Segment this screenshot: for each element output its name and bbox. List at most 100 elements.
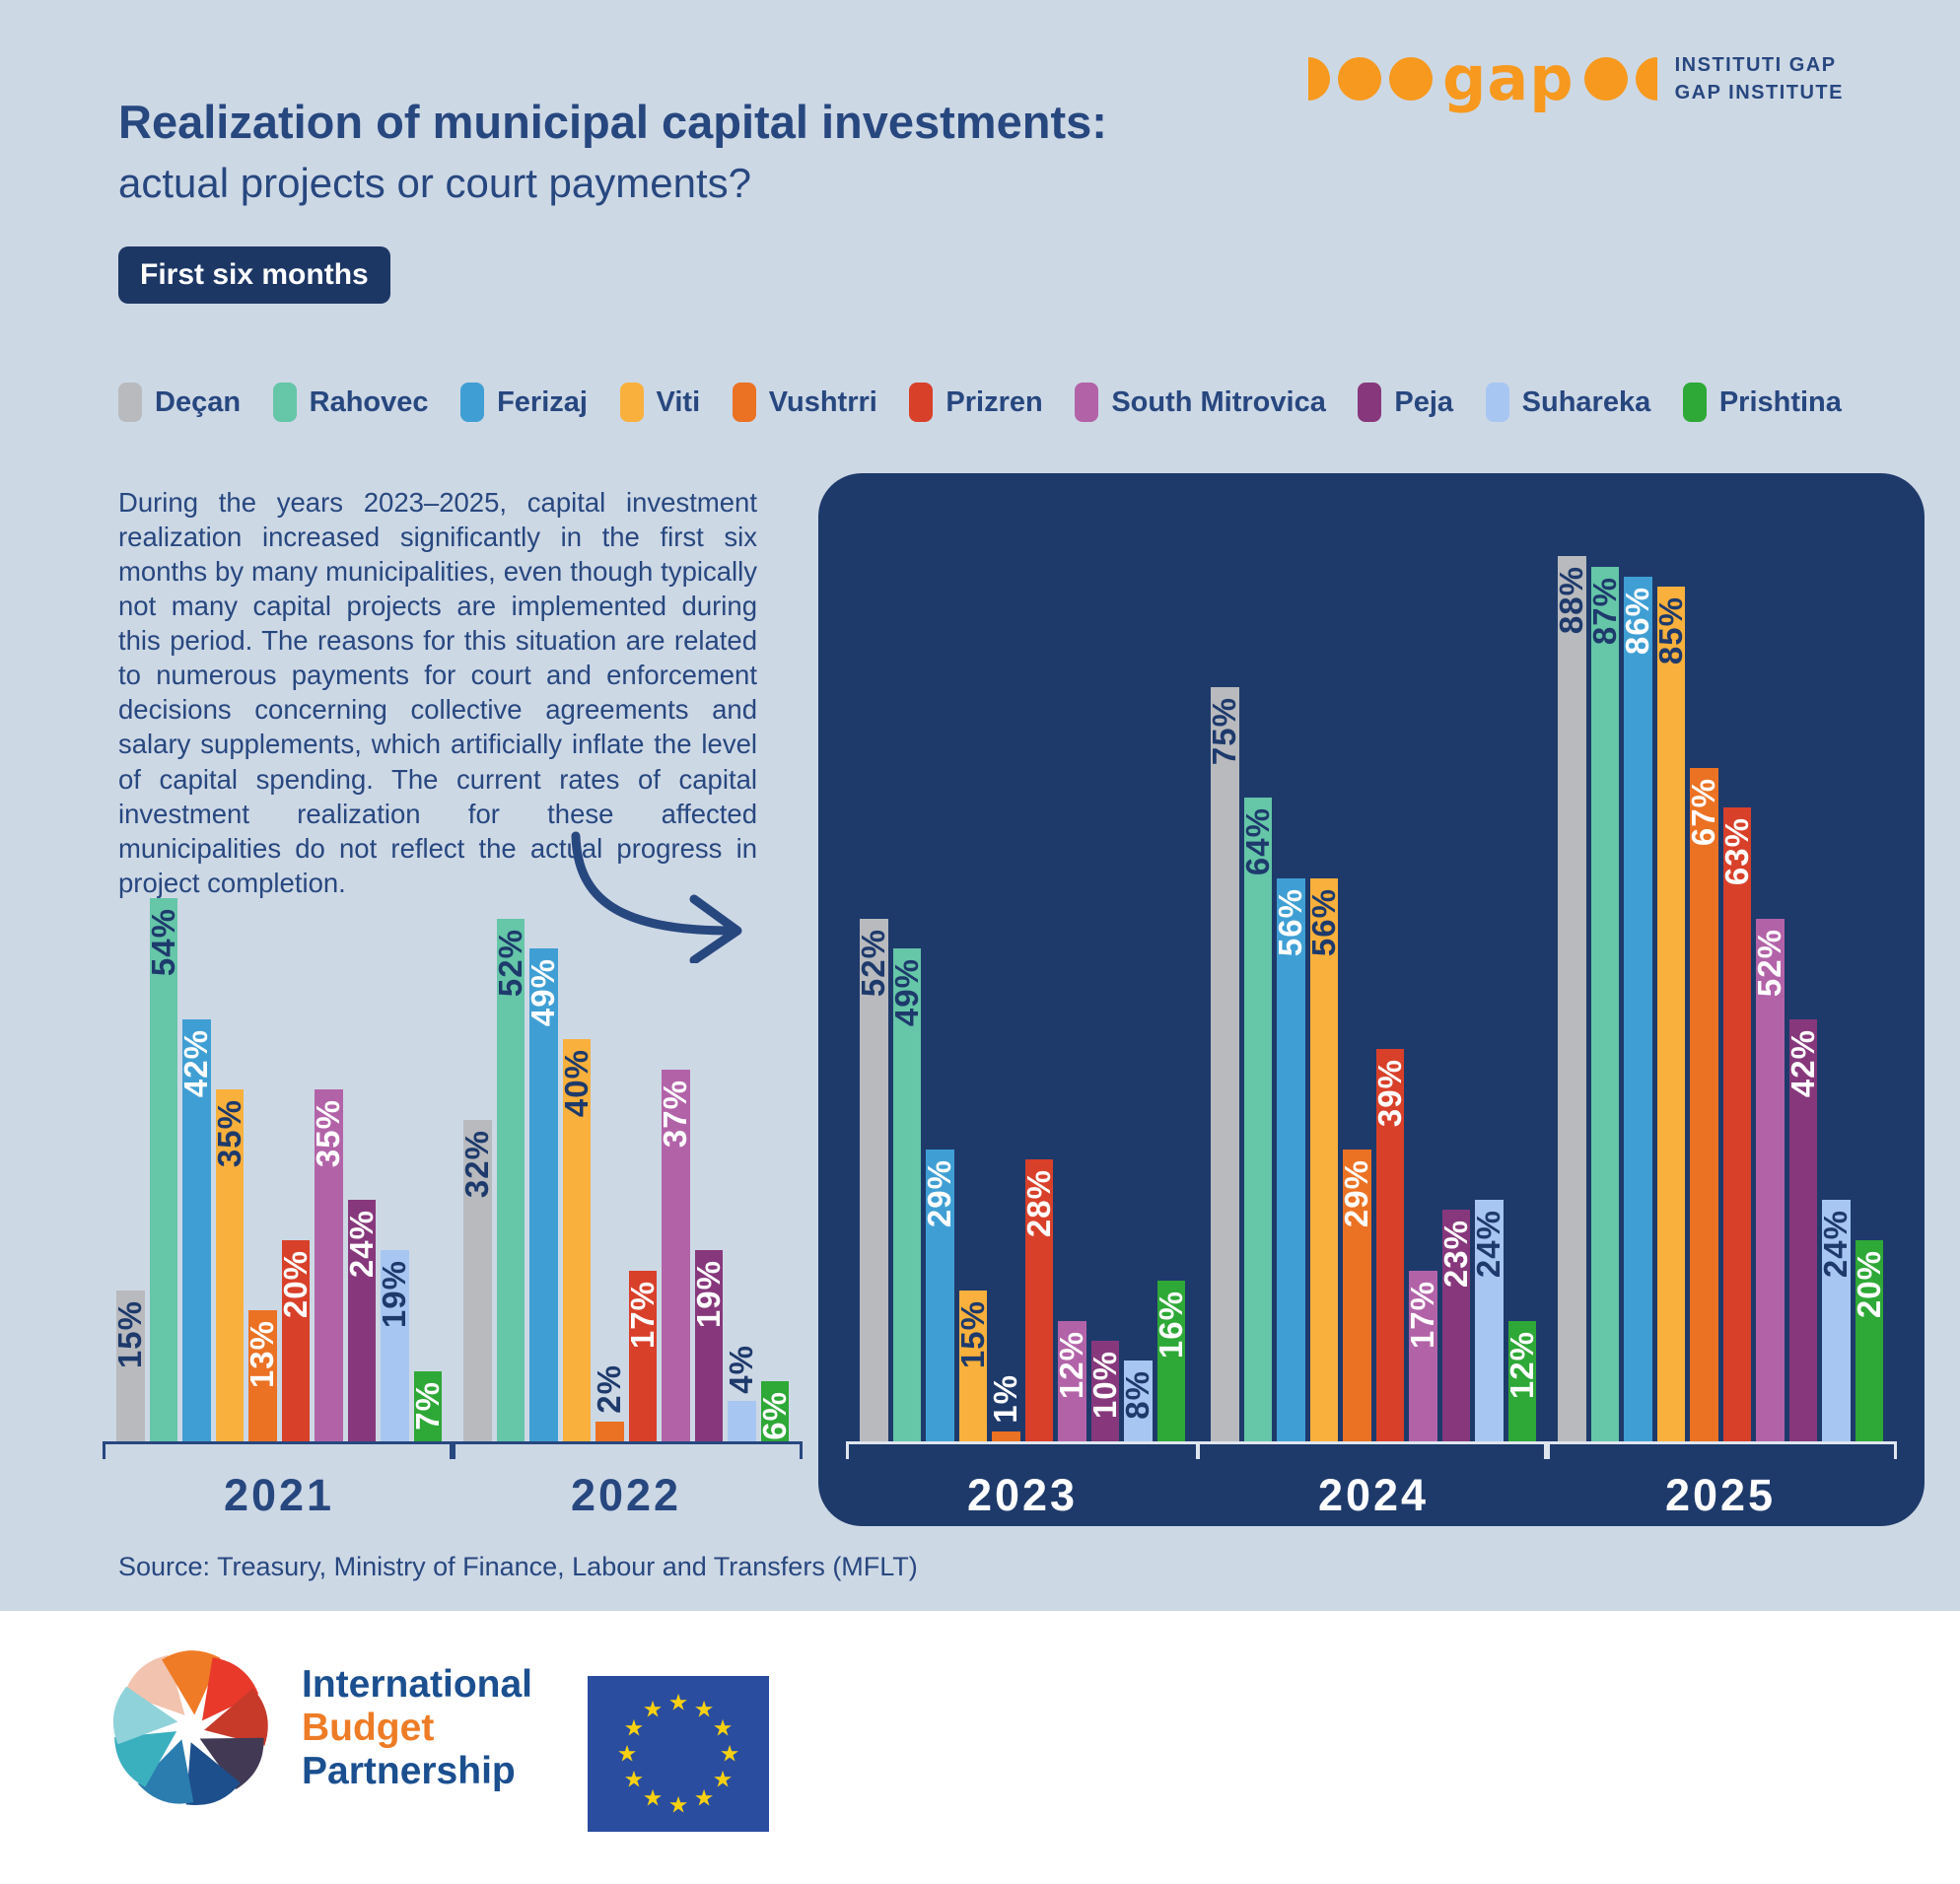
pinwheel-blade [185,1742,241,1806]
bar-value-label: 7% [408,1380,446,1430]
bar-value-label: 15% [111,1300,149,1369]
bar-value-label: 32% [458,1129,496,1198]
bar-label-wrap: 29% [921,1159,957,1227]
bar-Deçan-2021: 15% [111,1291,148,1441]
bar-value-label: 24% [1470,1210,1507,1279]
page-title: Realization of municipal capital investm… [118,96,1107,148]
year-label-2023: 2023 [966,1470,1079,1520]
bar-Prishtina-2022: 6% [756,1380,793,1441]
legend-label: South Mitrovica [1111,385,1326,418]
x-axis-2021 [103,1441,455,1462]
bar-South Mitrovica-2024: 17% [1404,1270,1440,1441]
legend-swatch [1485,383,1509,422]
bar-value-label: 42% [177,1028,215,1097]
bar-label-wrap: 2% [591,1364,627,1414]
bar-Ferizaj-2022: 49% [525,948,561,1441]
legend-swatch [619,383,644,422]
bar-Prishtina-2023: 16% [1153,1280,1189,1441]
bar-Deçan-2024: 75% [1206,687,1242,1441]
x-axis-2024 [1197,1441,1550,1462]
legend-label: Suhareka [1521,385,1651,418]
legend-label: Prizren [945,385,1043,418]
legend: Deçan Rahovec Ferizaj Viti Vushtrri Prizren So… [118,383,1842,422]
legend-label: Rahovec [309,385,429,418]
bar-Rahovec-2021: 54% [145,898,181,1441]
eu-flag-icon: ★ ★ ★ ★ ★ ★ ★ ★ ★ ★ ★ ★ [588,1676,769,1832]
eu-star-icon: ★ [667,1689,689,1715]
bar-Prizren-2023: 28% [1020,1159,1057,1441]
year-label-2022: 2022 [570,1470,682,1520]
bar-value-label: 85% [1651,596,1689,665]
eu-star-icon: ★ [712,1714,734,1741]
eu-star-icon: ★ [667,1791,689,1818]
bar-Deçan-2023: 52% [855,918,891,1441]
eu-star-icon: ★ [623,1714,645,1741]
legend-item: Suhareka [1485,383,1651,422]
bar-value-label: 49% [887,958,925,1027]
bar-label-wrap: 86% [1619,587,1655,655]
bar-label-wrap: 13% [244,1320,280,1388]
bar-value-label: 20% [1850,1250,1887,1319]
bar-label-wrap: 10% [1086,1351,1123,1419]
ibp-text-line1: International [302,1663,533,1707]
legend-label: Deçan [155,385,242,418]
bar-label-wrap: 52% [1751,929,1787,997]
bar-Vushtrri-2024: 29% [1338,1150,1374,1441]
bar-value-label: 39% [1370,1059,1408,1128]
bar-value-label: 29% [1338,1159,1375,1228]
gap-logo-word: gap [1442,42,1575,114]
bar-value-label: 75% [1206,697,1243,766]
bar-label-wrap: 64% [1239,807,1276,875]
bar-label-wrap: 15% [111,1300,148,1368]
page-subtitle: actual projects or court payments? [118,160,751,206]
bar-label-wrap: 6% [756,1391,793,1440]
bar-label-wrap: 52% [492,929,528,997]
bar-value-label: 42% [1784,1028,1821,1097]
bars-2023: 52% 49% 29% 15% 1% 28% 12% 10% 8% 16% [855,513,1189,1441]
bar-label-wrap: 17% [1404,1281,1440,1349]
gap-halfcircle-icon [1635,57,1657,101]
gap-logo-marks-icon: gap [1308,42,1657,114]
bar-label-wrap: 88% [1553,566,1589,634]
bar-Ferizaj-2023: 29% [921,1150,957,1441]
bar-Viti-2021: 35% [211,1089,247,1441]
gap-circle-icon [1583,57,1628,101]
year-group-2021: 15% 54% 42% 35% 13% 20% 35% 24% 19% 7% 2021 [103,513,455,1521]
year-group-2023: 52% 49% 29% 15% 1% 28% 12% 10% 8% 16% 2023 [846,513,1199,1521]
bar-Peja-2023: 10% [1086,1341,1123,1441]
legend-item: Ferizaj [460,383,588,422]
bar-South Mitrovica-2025: 52% [1751,918,1787,1441]
bar-label-wrap: 35% [211,1099,247,1167]
legend-item: Peja [1358,383,1453,422]
eu-star-icon: ★ [642,1696,664,1722]
bar-label-wrap: 32% [458,1130,495,1198]
bar-Prizren-2025: 63% [1718,807,1755,1441]
bar-label-wrap: 39% [1371,1059,1408,1127]
eu-star-icon: ★ [712,1766,734,1792]
bar-Rahovec-2025: 87% [1586,566,1623,1441]
bar-South Mitrovica-2022: 37% [657,1069,693,1441]
bar-value-label: 16% [1152,1290,1189,1359]
legend-swatch [118,383,142,422]
eu-star-icon: ★ [693,1784,715,1811]
bar-label-wrap: 56% [1272,888,1308,956]
bars-2021: 15% 54% 42% 35% 13% 20% 35% 24% 19% 7% [111,513,446,1441]
bar-Vushtrri-2025: 67% [1685,767,1721,1441]
period-badge: First six months [118,246,390,304]
legend-item: Vushtrri [732,383,877,422]
x-axis-2022 [450,1441,803,1462]
year-group-2022: 32% 52% 49% 40% 2% 17% 37% 19% 4% 6% 2022 [450,513,803,1521]
legend-swatch [1075,383,1099,422]
bar-South Mitrovica-2021: 35% [310,1089,346,1441]
bar-value-label: 4% [723,1344,760,1394]
bar-Prishtina-2025: 20% [1851,1240,1887,1441]
source-note: Source: Treasury, Ministry of Finance, L… [118,1552,918,1581]
footer: International Budget Partnership ★ ★ ★ ★ ★ ★ ★… [0,1611,1960,1884]
bar-Vushtrri-2022: 2% [591,1364,627,1441]
bars-2024: 75% 64% 56% 56% 29% 39% 17% 23% 24% 12% [1206,513,1540,1441]
bar-value-label: 17% [623,1280,661,1349]
pinwheel-blade [112,1686,178,1745]
bar-Peja-2025: 42% [1785,1018,1821,1441]
year-label-2024: 2024 [1317,1470,1430,1520]
bar-label-wrap: 17% [624,1281,661,1349]
